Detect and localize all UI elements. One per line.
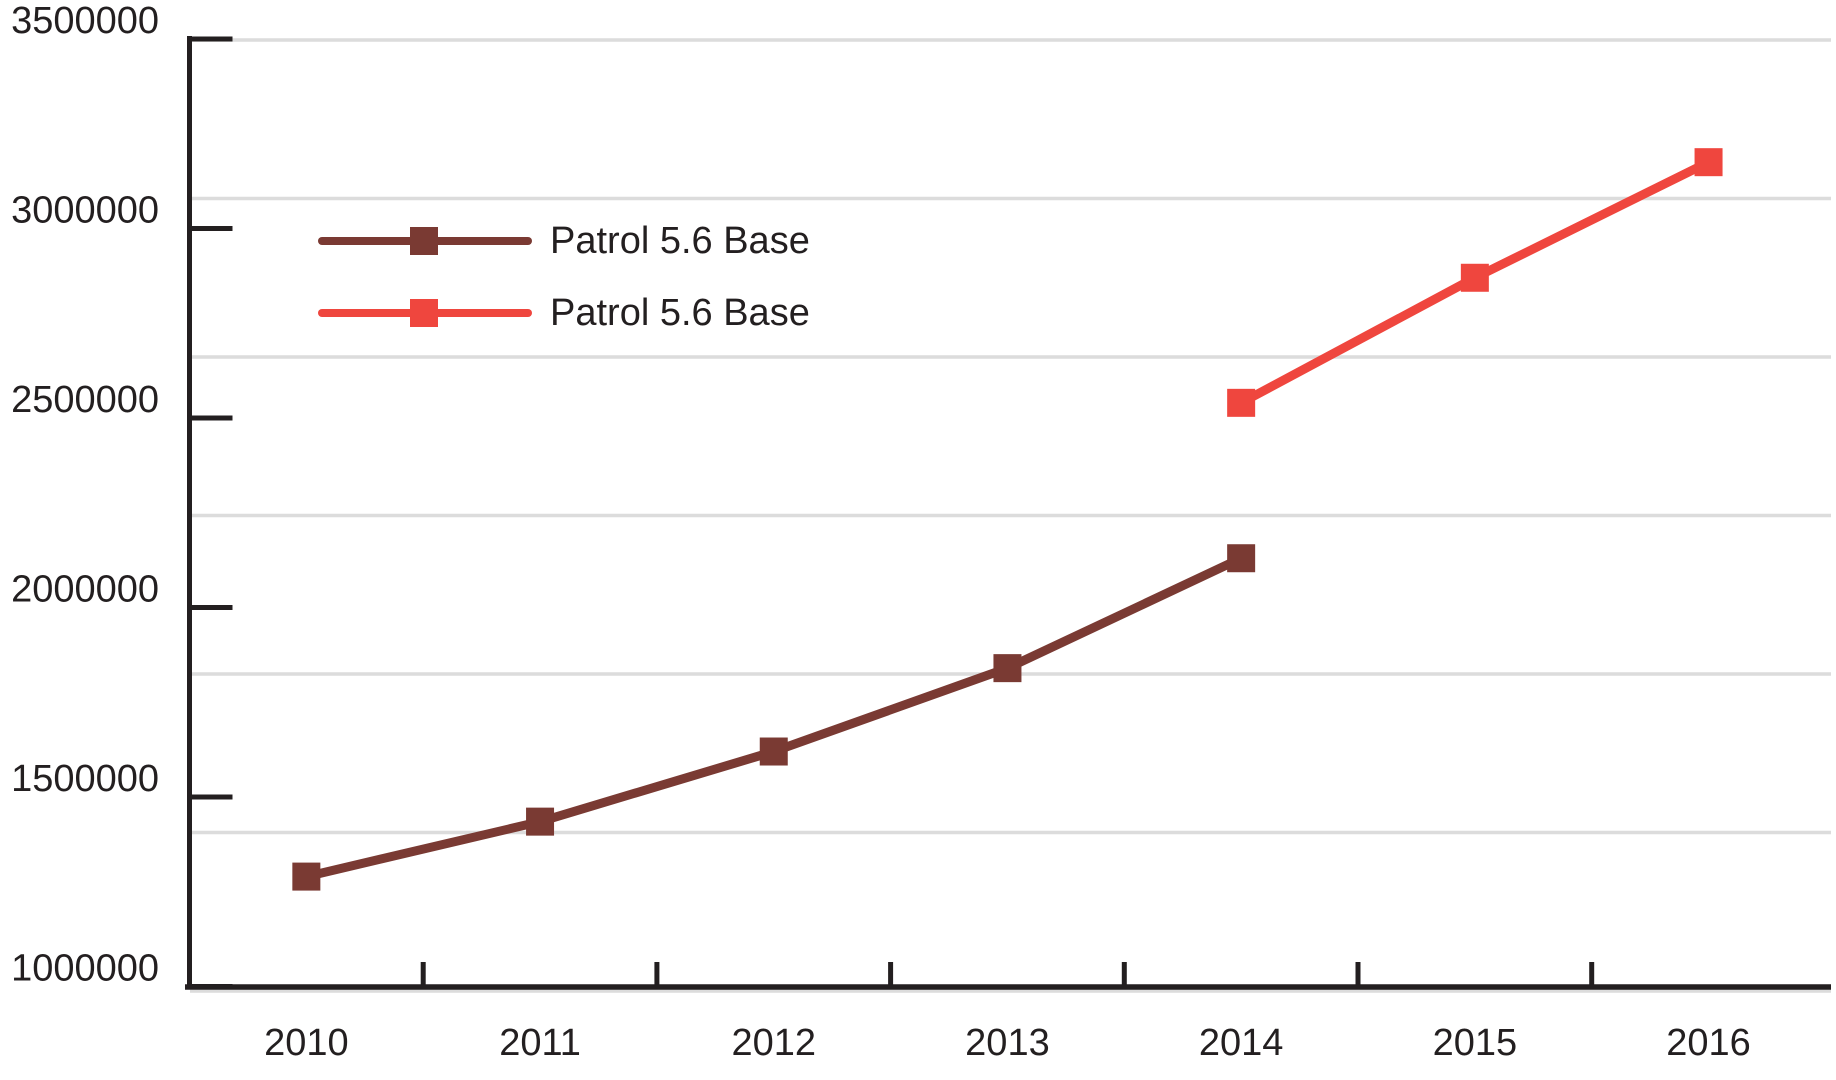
y-tick-label: 3500000 bbox=[11, 0, 159, 42]
x-tick-label: 2011 bbox=[499, 1022, 581, 1064]
series-1 bbox=[1227, 148, 1723, 417]
series-1-marker bbox=[1694, 148, 1723, 177]
legend-marker-swatch bbox=[410, 299, 438, 327]
series-0-marker bbox=[993, 654, 1022, 683]
y-tick-label: 1500000 bbox=[11, 758, 159, 800]
legend-marker-swatch bbox=[410, 227, 438, 255]
series-0 bbox=[292, 544, 1256, 891]
series-0-marker bbox=[1227, 544, 1256, 573]
legend-entry-1: Patrol 5.6 Base bbox=[318, 292, 810, 334]
y-axis: 3500000 3000000 2500000 2000000 1500000 10000… bbox=[11, 0, 233, 990]
x-tick-label: 2015 bbox=[1433, 1022, 1518, 1064]
legend-entry-0: Patrol 5.6 Base bbox=[318, 220, 810, 262]
y-tick-label: 2000000 bbox=[11, 569, 159, 611]
y-tick-label: 3000000 bbox=[11, 190, 159, 232]
series-0-marker bbox=[292, 862, 321, 891]
x-tick-label: 2010 bbox=[264, 1022, 349, 1064]
x-tick-label: 2016 bbox=[1666, 1022, 1751, 1064]
x-tick-label: 2013 bbox=[965, 1022, 1050, 1064]
legend: Patrol 5.6 Base Patrol 5.6 Base bbox=[318, 220, 810, 334]
series-0-line bbox=[305, 554, 1244, 881]
series-0-marker bbox=[759, 737, 788, 766]
series-1-marker bbox=[1227, 388, 1256, 417]
series-0-marker bbox=[526, 807, 555, 836]
x-tick-label: 2012 bbox=[731, 1022, 816, 1064]
legend-label: Patrol 5.6 Base bbox=[550, 292, 810, 334]
y-tick-label: 2500000 bbox=[11, 379, 159, 421]
legend-label: Patrol 5.6 Base bbox=[550, 220, 810, 262]
series-1-marker bbox=[1460, 263, 1489, 292]
x-tick-label: 2014 bbox=[1199, 1022, 1284, 1064]
x-axis: 2010 2011 2012 2013 2014 2015 2016 bbox=[185, 962, 1831, 1064]
y-tick-label: 1000000 bbox=[11, 948, 159, 990]
